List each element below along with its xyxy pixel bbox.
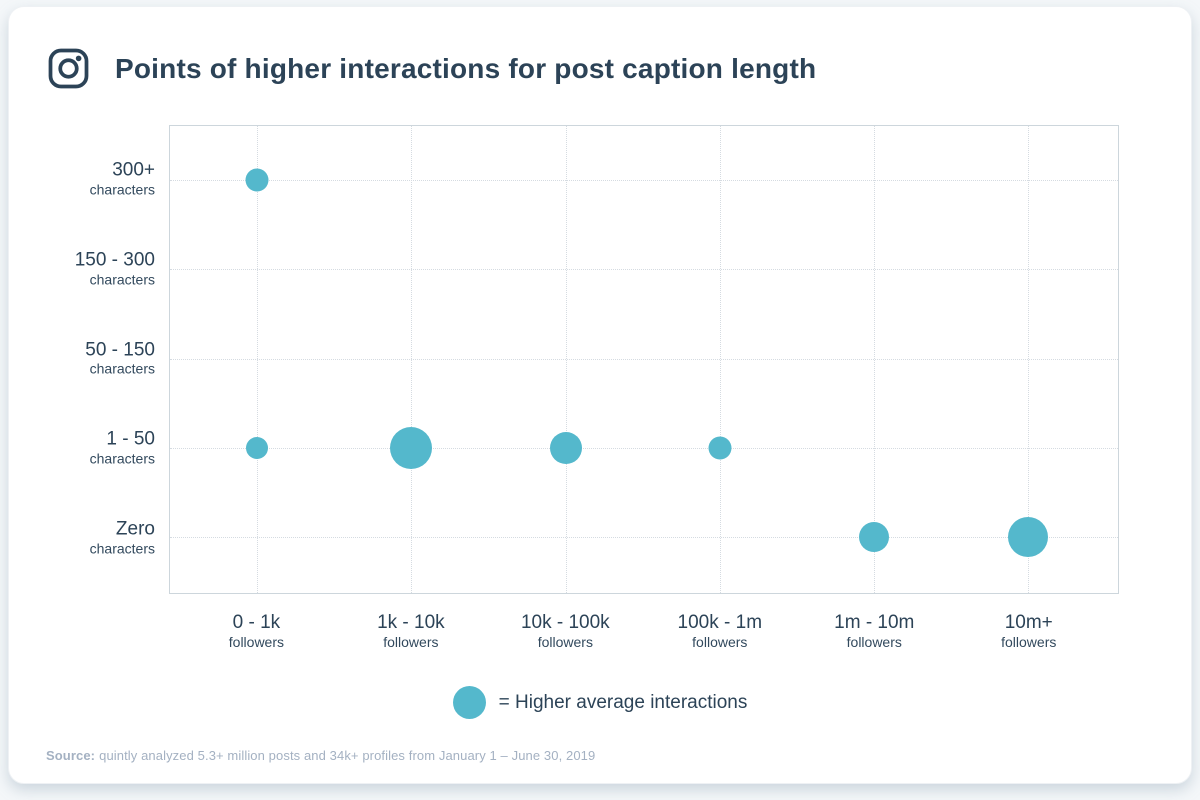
y-axis-label-sub: characters — [89, 450, 155, 467]
data-bubble — [549, 431, 582, 464]
source-note: Source: quintly analyzed 5.3+ million pos… — [46, 748, 595, 763]
x-axis-label-sub: followers — [537, 633, 593, 650]
gridline-horizontal — [170, 269, 1118, 271]
x-axis-label-main: 10m+ — [1004, 612, 1053, 633]
plot-area — [169, 125, 1119, 594]
gridline-horizontal — [170, 179, 1118, 181]
data-bubble — [246, 436, 269, 459]
y-axis-label: 50 - 150 characters — [9, 339, 155, 378]
y-axis-label-main: Zero — [115, 518, 155, 540]
chart-header: Points of higher interactions for post c… — [46, 46, 816, 91]
x-axis-label: 10k - 100k followers — [485, 612, 645, 651]
data-bubble — [390, 426, 433, 469]
y-axis-label-sub: characters — [89, 361, 155, 378]
x-axis-label-sub: followers — [228, 633, 285, 650]
y-axis-label-main: 150 - 300 — [74, 249, 155, 271]
y-axis-label-main: 300+ — [112, 159, 155, 181]
x-axis-label: 100k - 1m followers — [640, 612, 800, 651]
x-axis-label-main: 0 - 1k — [232, 612, 281, 633]
x-axis-label-sub: followers — [846, 633, 902, 650]
y-axis-label-sub: characters — [89, 540, 155, 557]
y-axis-label-main: 1 - 50 — [106, 429, 155, 451]
data-bubble — [708, 436, 732, 460]
source-text: quintly analyzed 5.3+ million posts and … — [99, 748, 596, 763]
data-bubble — [245, 168, 269, 192]
x-axis-label: 1m - 10m followers — [794, 612, 954, 651]
chart-card: Points of higher interactions for post c… — [8, 6, 1192, 784]
gridline-horizontal — [170, 447, 1118, 449]
y-axis-label-sub: characters — [89, 181, 155, 198]
gridline-horizontal — [170, 537, 1118, 539]
y-axis-label-main: 50 - 150 — [85, 339, 155, 361]
y-axis-label: 300+ characters — [9, 160, 155, 199]
y-axis-label: 1 - 50 characters — [9, 429, 155, 468]
y-axis-label: 150 - 300 characters — [9, 249, 155, 288]
y-axis-label: Zero characters — [9, 519, 155, 558]
x-axis-label: 1k - 10k followers — [331, 612, 491, 651]
x-axis-label-sub: followers — [692, 633, 748, 650]
instagram-icon — [46, 46, 91, 91]
x-axis-label-main: 10k - 100k — [520, 612, 610, 633]
legend-bubble-icon — [452, 686, 486, 719]
data-bubble — [1007, 517, 1048, 558]
data-bubble — [858, 522, 889, 553]
x-axis-label-main: 1m - 10m — [834, 612, 915, 633]
x-axis-label-sub: followers — [383, 633, 439, 650]
x-axis-label: 0 - 1k followers — [176, 612, 336, 651]
x-axis-label: 10m+ followers — [949, 612, 1109, 651]
y-axis-label-sub: characters — [89, 271, 155, 288]
x-axis-label-main: 1k - 10k — [377, 612, 445, 633]
legend-label: = Higher average interactions — [498, 691, 748, 713]
gridline-horizontal — [170, 358, 1118, 360]
chart-legend: = Higher average interactions — [9, 686, 1191, 719]
x-axis-label-sub: followers — [1001, 633, 1057, 650]
x-axis-label-main: 100k - 1m — [677, 612, 763, 633]
chart-title: Points of higher interactions for post c… — [115, 52, 817, 84]
source-label: Source: — [46, 748, 96, 763]
